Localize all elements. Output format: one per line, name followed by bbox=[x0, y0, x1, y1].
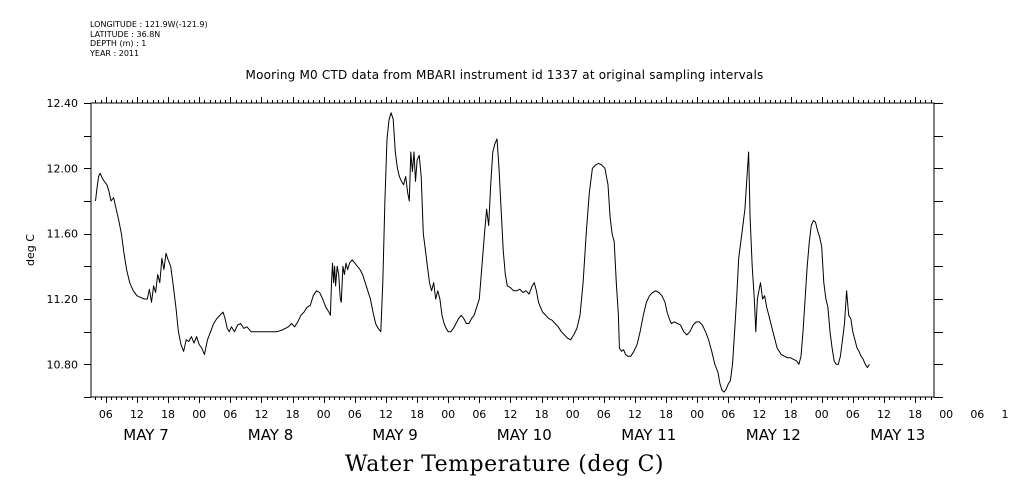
x-hour-label: 12 bbox=[877, 408, 891, 421]
chart-title: Mooring M0 CTD data from MBARI instrumen… bbox=[245, 68, 764, 82]
y-tick-label: 11.20 bbox=[47, 293, 79, 306]
x-hour-label: 06 bbox=[99, 408, 113, 421]
temperature-series-line bbox=[95, 112, 870, 393]
x-hour-label: 18 bbox=[659, 408, 673, 421]
x-hour-label: 00 bbox=[815, 408, 829, 421]
x-hour-label: 18 bbox=[286, 408, 300, 421]
x-hour-label: 00 bbox=[690, 408, 704, 421]
y-tick-label: 11.60 bbox=[47, 228, 79, 241]
x-hour-label: 06 bbox=[597, 408, 611, 421]
x-hour-label: 18 bbox=[410, 408, 424, 421]
x-hour-label: 12 bbox=[628, 408, 642, 421]
x-hour-label: 12 bbox=[130, 408, 144, 421]
y-tick-label: 10.80 bbox=[47, 358, 79, 371]
y-tick-label: 12.40 bbox=[47, 97, 79, 110]
x-day-label: MAY 13 bbox=[870, 426, 925, 444]
x-hour-label: 06 bbox=[970, 408, 984, 421]
meta-latitude: LATITUDE : 36.8N bbox=[90, 29, 161, 39]
x-hour-label: 06 bbox=[721, 408, 735, 421]
x-hour-label: 18 bbox=[784, 408, 798, 421]
x-axis-title: Water Temperature (deg C) bbox=[345, 452, 664, 477]
x-hour-label: 18 bbox=[908, 408, 922, 421]
x-hour-label: 18 bbox=[161, 408, 175, 421]
x-hour-label: 00 bbox=[939, 408, 953, 421]
x-hour-label: 06 bbox=[348, 408, 362, 421]
y-axis-label: deg C bbox=[24, 234, 37, 266]
x-hour-label: 00 bbox=[566, 408, 580, 421]
x-day-label: MAY 11 bbox=[621, 426, 676, 444]
x-day-label: MAY 10 bbox=[497, 426, 552, 444]
x-day-label: MAY 9 bbox=[372, 426, 418, 444]
metadata-block: LONGITUDE : 121.9W(-121.9) LATITUDE : 36… bbox=[90, 20, 208, 58]
x-hour-label: 12 bbox=[1001, 408, 1009, 421]
x-day-label: MAY 8 bbox=[248, 426, 294, 444]
x-hour-label: 12 bbox=[503, 408, 517, 421]
meta-depth: DEPTH (m) : 1 bbox=[90, 39, 147, 48]
x-day-label: MAY 12 bbox=[746, 426, 801, 444]
plot-frame bbox=[90, 102, 935, 398]
x-hour-label: 00 bbox=[317, 408, 331, 421]
x-hour-label: 00 bbox=[192, 408, 206, 421]
meta-longitude: LONGITUDE : 121.9W(-121.9) bbox=[90, 20, 208, 29]
x-day-label: MAY 7 bbox=[123, 426, 169, 444]
x-hour-label: 12 bbox=[379, 408, 393, 421]
x-hour-label: 18 bbox=[535, 408, 549, 421]
x-hour-label: 06 bbox=[472, 408, 486, 421]
x-hour-label: 00 bbox=[441, 408, 455, 421]
x-hour-label: 12 bbox=[254, 408, 268, 421]
x-hour-label: 06 bbox=[846, 408, 860, 421]
meta-year: YEAR : 2011 bbox=[90, 48, 140, 58]
x-hour-label: 06 bbox=[223, 408, 237, 421]
y-tick-label: 12.00 bbox=[47, 162, 79, 175]
x-hour-label: 12 bbox=[752, 408, 766, 421]
